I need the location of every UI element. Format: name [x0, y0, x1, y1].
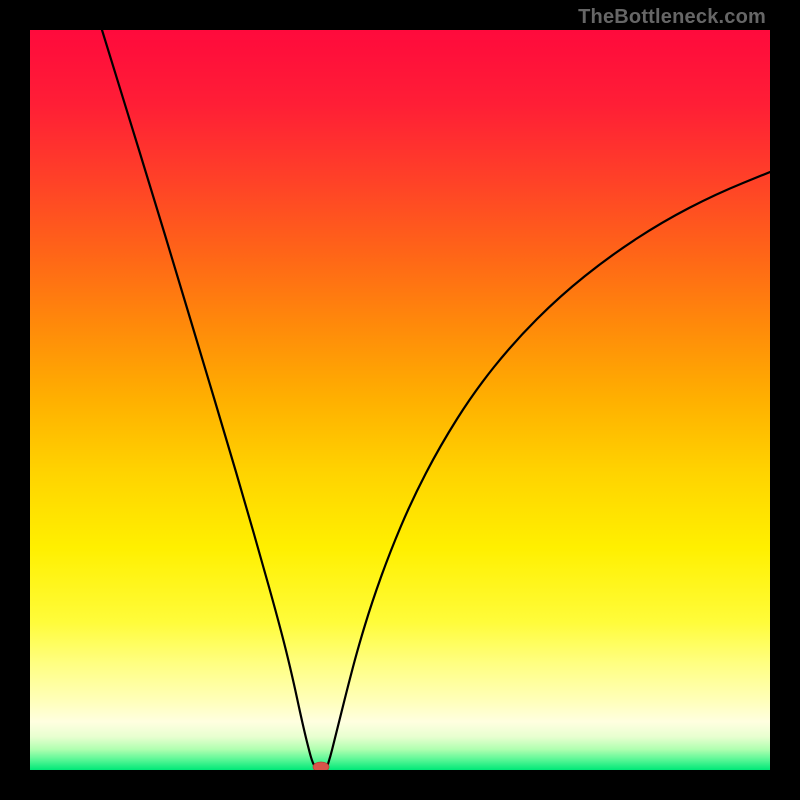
trough-marker — [313, 762, 329, 770]
plot-area — [30, 30, 770, 770]
curve-right-branch — [327, 172, 770, 767]
curve-left-branch — [102, 30, 315, 767]
chart-frame: TheBottleneck.com — [0, 0, 800, 800]
watermark-text: TheBottleneck.com — [578, 6, 766, 29]
curve-layer — [30, 30, 770, 770]
